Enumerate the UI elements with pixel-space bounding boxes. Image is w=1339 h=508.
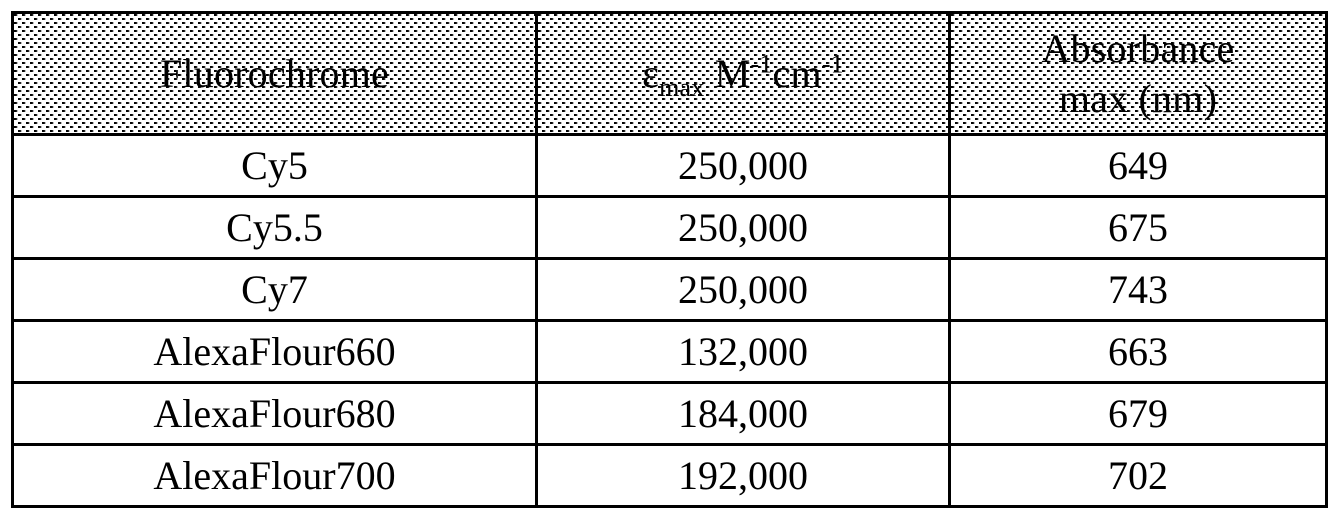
cell-fluorochrome: Cy5.5 (13, 197, 537, 259)
fluorochrome-table: Fluorochrome εmax M-1cm-1 Absorbance max… (11, 11, 1328, 508)
cell-fluorochrome: AlexaFlour680 (13, 383, 537, 445)
column-header-absorbance: Absorbance max (nm) (950, 13, 1327, 135)
cell-absorbance: 675 (950, 197, 1327, 259)
column-header-fluorochrome-label: Fluorochrome (14, 49, 535, 99)
length-exponent: -1 (822, 49, 844, 78)
cell-absorbance: 679 (950, 383, 1327, 445)
header-row: Fluorochrome εmax M-1cm-1 Absorbance max… (13, 13, 1327, 135)
cell-absorbance: 649 (950, 135, 1327, 197)
column-header-fluorochrome: Fluorochrome (13, 13, 537, 135)
column-header-emax: εmax M-1cm-1 (537, 13, 950, 135)
page-root: Fluorochrome εmax M-1cm-1 Absorbance max… (0, 0, 1339, 501)
table-row: AlexaFlour660 132,000 663 (13, 321, 1327, 383)
cell-absorbance: 743 (950, 259, 1327, 321)
epsilon-symbol: ε (642, 51, 659, 96)
table-row: Cy5.5 250,000 675 (13, 197, 1327, 259)
epsilon-subscript-max: max (659, 73, 704, 102)
table-row: AlexaFlour700 192,000 702 (13, 445, 1327, 507)
table-body: Cy5 250,000 649 Cy5.5 250,000 675 Cy7 25… (13, 135, 1327, 507)
cell-fluorochrome: Cy7 (13, 259, 537, 321)
cell-absorbance: 702 (950, 445, 1327, 507)
cell-fluorochrome: AlexaFlour660 (13, 321, 537, 383)
table-row: Cy7 250,000 743 (13, 259, 1327, 321)
molar-unit-M: M (705, 51, 751, 96)
cell-absorbance: 663 (950, 321, 1327, 383)
column-header-emax-label: εmax M-1cm-1 (538, 49, 948, 99)
column-header-absorbance-line2: max (nm) (951, 74, 1325, 124)
cell-emax: 250,000 (537, 135, 950, 197)
cell-emax: 192,000 (537, 445, 950, 507)
cell-emax: 250,000 (537, 259, 950, 321)
cell-emax: 184,000 (537, 383, 950, 445)
cell-emax: 250,000 (537, 197, 950, 259)
length-unit-cm: cm (773, 51, 822, 96)
cell-emax: 132,000 (537, 321, 950, 383)
table-header: Fluorochrome εmax M-1cm-1 Absorbance max… (13, 13, 1327, 135)
cell-fluorochrome: Cy5 (13, 135, 537, 197)
table-row: Cy5 250,000 649 (13, 135, 1327, 197)
column-header-absorbance-line1: Absorbance (951, 24, 1325, 74)
table-row: AlexaFlour680 184,000 679 (13, 383, 1327, 445)
cell-fluorochrome: AlexaFlour700 (13, 445, 537, 507)
molar-exponent: -1 (750, 49, 772, 78)
